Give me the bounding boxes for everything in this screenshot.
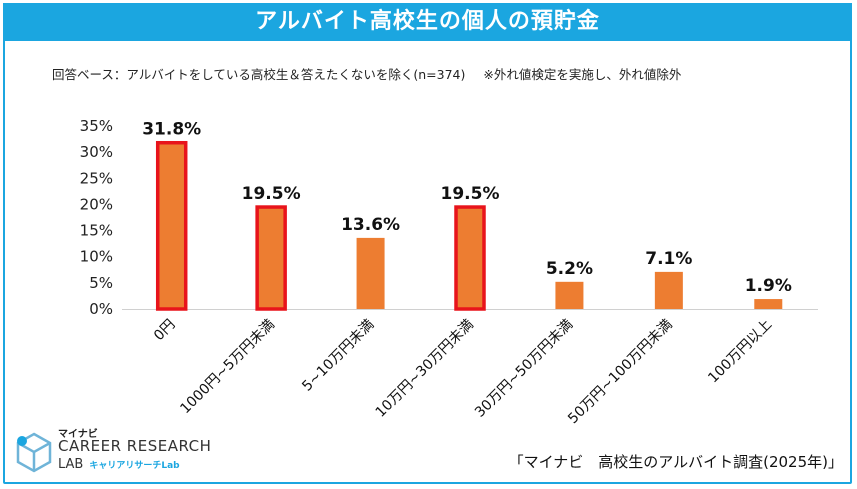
- y-tick-label: 15%: [80, 222, 113, 240]
- y-tick-label: 25%: [80, 169, 113, 187]
- y-axis: 0% 5% 10% 15% 20% 25% 30% 35%: [80, 117, 818, 318]
- data-label: 1.9%: [745, 276, 792, 296]
- sample-note: 回答ベース：アルバイトをしている高校生＆答えたくないを除く(n=374) ※外れ値…: [52, 64, 681, 83]
- x-tick-label: 50万円~100万円未満: [565, 317, 676, 428]
- bar-4: [454, 205, 486, 311]
- logo-line2: LAB キャリアリサーチLab: [58, 457, 180, 472]
- x-tick-label: 10万円~30万円未満: [373, 317, 477, 421]
- x-tick-label: 1000円~5万円未満: [177, 317, 278, 418]
- lab-cube-icon: [16, 432, 52, 473]
- outlier-remark: ※外れ値検定を実施し、外れ値除外: [483, 67, 682, 82]
- y-tick-label: 30%: [80, 143, 113, 161]
- data-labels: 31.8% 19.5% 13.6% 19.5% 5.2% 7.1% 1.9%: [142, 120, 792, 296]
- data-label: 19.5%: [242, 184, 301, 204]
- data-label: 13.6%: [341, 215, 400, 235]
- logo-lab-japanese: キャリアリサーチLab: [89, 461, 180, 471]
- data-label: 19.5%: [441, 184, 500, 204]
- x-tick-label: 0円: [151, 317, 179, 345]
- bar-6: [654, 271, 683, 309]
- x-tick-label: 5~10万円未満: [299, 317, 377, 395]
- bar-2: [255, 205, 287, 311]
- sample-base-text: 回答ベース：アルバイトをしている高校生＆答えたくないを除く(n=374): [52, 67, 466, 82]
- career-research-lab-logo: マイナビ CAREER RESEARCH LAB キャリアリサーチLab: [14, 425, 214, 480]
- logo-lab-text: LAB: [58, 457, 84, 472]
- y-tick-label: 10%: [80, 248, 113, 266]
- x-tick-label: 100万円以上: [705, 317, 775, 387]
- bar-5: [555, 281, 584, 309]
- x-tick-label: 30万円~50万円未満: [472, 317, 576, 421]
- logo-line1: CAREER RESEARCH: [58, 437, 212, 455]
- y-tick-label: 35%: [80, 117, 113, 135]
- logo-brand: マイナビ: [58, 429, 98, 440]
- source-citation: 「マイナビ 高校生のアルバイト調査(2025年)」: [508, 453, 843, 471]
- y-tick-label: 0%: [89, 300, 113, 318]
- y-tick-label: 20%: [80, 195, 113, 213]
- bar-3: [356, 237, 385, 309]
- page-title: アルバイト高校生の個人の預貯金: [3, 3, 852, 41]
- bar-1: [155, 140, 188, 311]
- data-label: 7.1%: [645, 249, 692, 269]
- y-tick-label: 5%: [89, 274, 113, 292]
- data-label: 31.8%: [142, 120, 201, 140]
- bar-series: [155, 140, 783, 311]
- data-label: 5.2%: [546, 259, 593, 279]
- bar-7: [754, 299, 783, 309]
